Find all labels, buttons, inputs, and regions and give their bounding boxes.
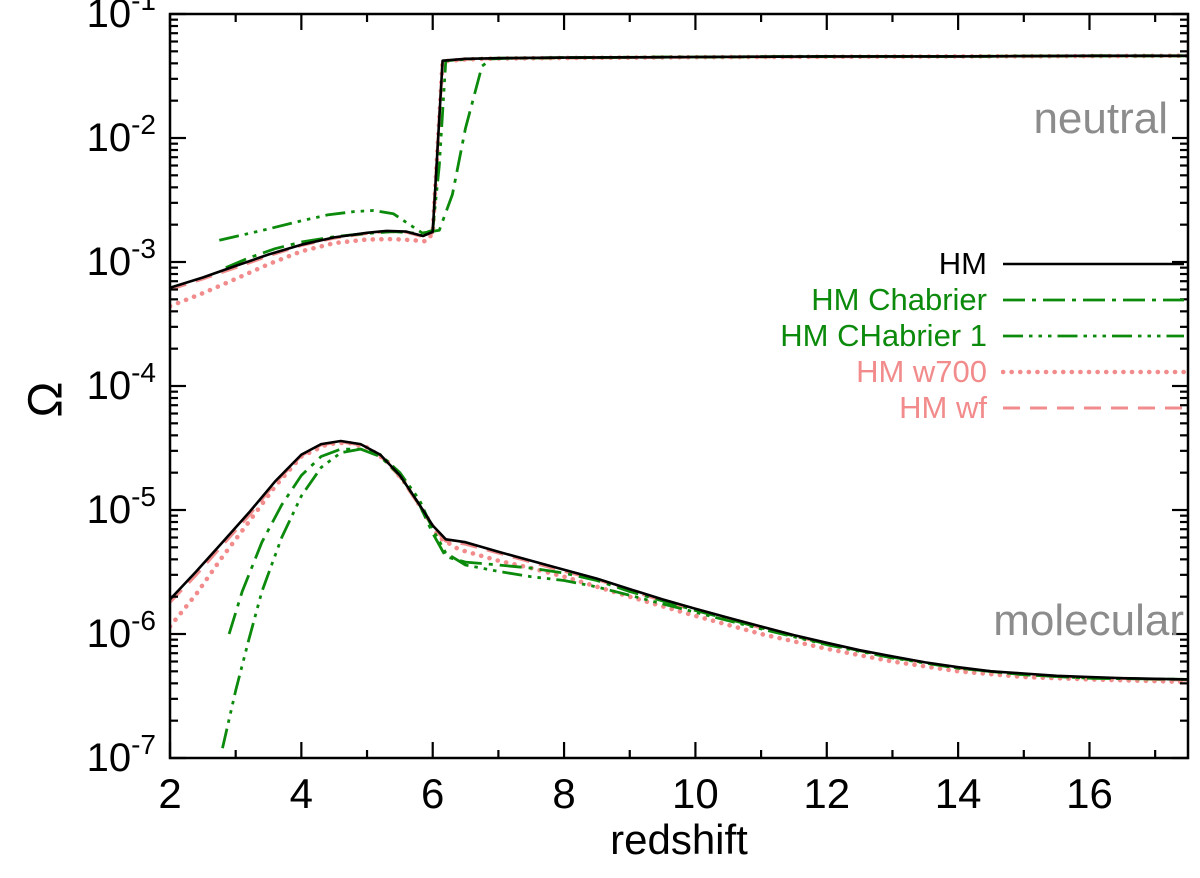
legend-line-sample bbox=[1003, 406, 1184, 409]
series-line-hm-molecular bbox=[170, 439, 1188, 681]
series-line-hm-chabrier-neutral bbox=[225, 54, 1188, 269]
annotation-neutral: neutral bbox=[1033, 94, 1168, 143]
y-tick-label: 10-6 bbox=[87, 605, 156, 656]
x-tick-label: 2 bbox=[158, 770, 181, 817]
legend-row: HM CHabrier 1 bbox=[780, 318, 1186, 353]
x-tick-label: 4 bbox=[290, 770, 313, 817]
y-tick-label: 10-4 bbox=[87, 357, 156, 408]
series-line-hm-chabrier-1-neutral bbox=[218, 54, 1188, 242]
legend-label: HM Chabrier bbox=[811, 282, 987, 317]
y-tick-label: 10-3 bbox=[87, 233, 156, 284]
x-axis-label: redshift bbox=[610, 816, 748, 863]
legend-row: HM wf bbox=[780, 390, 1186, 425]
y-tick-label: 10-7 bbox=[87, 729, 156, 780]
legend-line-sample bbox=[1001, 369, 1186, 374]
x-tick-label: 6 bbox=[421, 770, 444, 817]
x-tick-label: 10 bbox=[672, 770, 719, 817]
legend-label: HM CHabrier 1 bbox=[780, 318, 987, 353]
y-tick-label: 10-1 bbox=[87, 0, 156, 36]
legend-label: HM bbox=[938, 246, 987, 281]
x-tick-label: 14 bbox=[935, 770, 982, 817]
series-line-hm-chabrier-1-molecular bbox=[221, 447, 1188, 749]
x-tick-label: 8 bbox=[552, 770, 575, 817]
y-tick-label: 10-2 bbox=[87, 109, 156, 160]
legend-label: HM wf bbox=[899, 390, 987, 425]
x-tick-label: 12 bbox=[803, 770, 850, 817]
legend-row: HM Chabrier bbox=[780, 282, 1186, 317]
legend-line-sample bbox=[1003, 298, 1184, 301]
legend-label: HM w700 bbox=[856, 354, 987, 389]
legend-row: HM bbox=[780, 246, 1186, 281]
x-tick-label: 16 bbox=[1066, 770, 1113, 817]
y-axis-label: Ω bbox=[19, 381, 73, 418]
legend-line-sample bbox=[1003, 262, 1184, 265]
series-line-hm-w700-molecular bbox=[170, 440, 1188, 685]
legend-line-sample bbox=[1003, 334, 1184, 337]
annotation-molecular: molecular bbox=[993, 596, 1184, 645]
legend: HM HM Chabrier HM CHabrier 1 HM w700 HM wf bbox=[780, 246, 1186, 425]
series-line-hm-neutral bbox=[170, 54, 1188, 289]
y-tick-label: 10-5 bbox=[87, 481, 156, 532]
legend-row: HM w700 bbox=[780, 354, 1186, 389]
series-group bbox=[170, 53, 1188, 749]
